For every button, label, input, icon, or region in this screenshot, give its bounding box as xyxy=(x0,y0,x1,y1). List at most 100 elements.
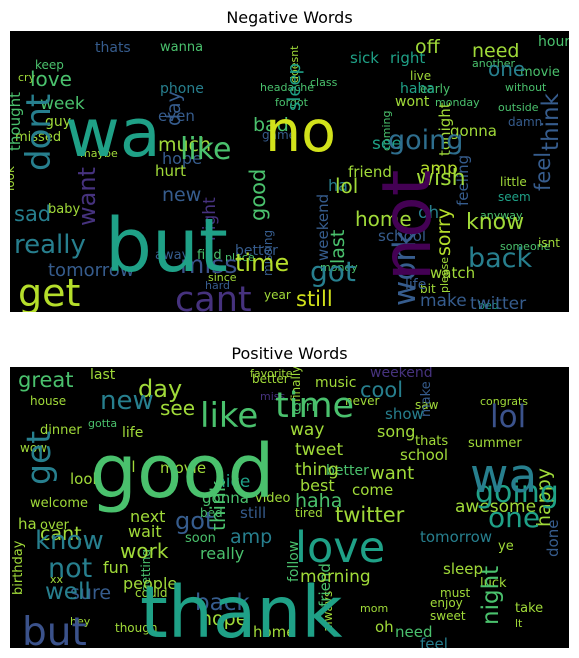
neg-word-missing: missing xyxy=(261,230,275,276)
pos-word-wa: wa xyxy=(470,449,537,504)
pos-word-got: got xyxy=(175,507,214,535)
neg-word-oh: oh xyxy=(418,203,439,223)
neg-word-hour: hour xyxy=(538,34,569,50)
pos-word-night: night xyxy=(478,566,504,625)
neg-word-still: still xyxy=(296,287,333,311)
pos-word-girl: girl xyxy=(293,399,315,415)
pos-word-great: great xyxy=(18,368,74,392)
neg-word-anyway: anyway xyxy=(480,209,523,222)
neg-word-coming: coming xyxy=(380,110,393,151)
neg-word-class: class xyxy=(310,76,338,89)
neg-word-night: night xyxy=(200,197,220,241)
pos-word-good: good xyxy=(90,429,275,515)
neg-word-week: week xyxy=(40,94,85,114)
pos-word-getting: getting xyxy=(139,549,153,592)
pos-word-life: life xyxy=(122,425,143,441)
neg-word-wont: wont xyxy=(395,94,430,110)
neg-word-sorry: sorry xyxy=(433,208,455,256)
neg-word-like: like xyxy=(180,132,231,167)
pos-word-hey: hey xyxy=(70,615,91,628)
pos-word-lol: lol xyxy=(490,399,526,435)
neg-word-miss: miss xyxy=(180,250,237,279)
pos-word-thing: thing xyxy=(295,460,339,480)
pos-word-mom: mom xyxy=(360,602,388,615)
pos-word-house: house xyxy=(30,394,66,408)
pos-word-dinner: dinner xyxy=(40,423,82,438)
neg-word-home: home xyxy=(355,207,412,231)
neg-word-but: but xyxy=(105,203,228,289)
pos-word-back: back xyxy=(195,590,250,616)
pos-word-awesome: awesome xyxy=(455,497,536,517)
pos-word-come: come xyxy=(352,481,393,499)
neg-word-gonna: gonna xyxy=(450,122,497,140)
neg-word-outside: outside xyxy=(498,101,539,114)
pos-word-one: one xyxy=(488,501,540,534)
neg-word-find: find xyxy=(197,248,222,263)
pos-word-welcome: welcome xyxy=(30,496,88,511)
neg-word-tonight: tonight xyxy=(436,102,454,156)
pos-word-not: not xyxy=(48,553,92,584)
pos-word-soon: soon xyxy=(185,531,216,546)
pos-word-still: still xyxy=(240,504,266,522)
neg-word-game: game xyxy=(262,128,296,142)
neg-word-seem: seem xyxy=(498,190,531,204)
pos-word-next: next xyxy=(130,507,165,526)
pos-word-want: want xyxy=(370,463,414,484)
pos-word-nice: nice xyxy=(215,472,250,492)
neg-word-damn: damn xyxy=(508,115,542,129)
neg-word-off: off xyxy=(415,36,441,58)
pos-word-could: could xyxy=(135,586,168,600)
neg-word-twitter: twitter xyxy=(470,294,526,312)
pos-word-better: better xyxy=(326,463,369,479)
pos-word-really: really xyxy=(200,544,244,563)
pos-word-favorite: favorite xyxy=(250,367,293,380)
neg-word-bad: bad xyxy=(253,114,289,136)
neg-word-life: life xyxy=(405,277,426,293)
pos-word-tweet: tweet xyxy=(295,440,343,460)
pos-word-haha: haha xyxy=(295,490,342,512)
pos-word-see: see xyxy=(160,396,195,420)
pos-word-tired: tired xyxy=(295,506,323,520)
pos-word-feel: feel xyxy=(420,635,448,648)
pos-word-time: time xyxy=(275,386,354,426)
neg-word-school: school xyxy=(378,227,426,245)
neg-word-headache: headache xyxy=(260,81,314,94)
pos-word-show: show xyxy=(385,405,424,423)
pos-word-make: make xyxy=(419,381,434,417)
chart-title-negative: Negative Words xyxy=(226,8,353,27)
pos-word-people: people xyxy=(123,574,177,593)
neg-word-hope: hope xyxy=(162,149,202,168)
neg-word-even: even xyxy=(158,107,195,125)
pos-word-fun: fun xyxy=(103,558,129,577)
neg-word-friend: friend xyxy=(348,163,392,181)
pos-word-last: last xyxy=(90,367,116,383)
pos-word-best: best xyxy=(300,476,335,495)
pos-word-love: love xyxy=(295,523,385,573)
pos-word-get: get xyxy=(19,431,58,485)
neg-word-good: good xyxy=(246,169,270,221)
neg-word-since: since xyxy=(208,271,237,284)
neg-word-hurt: hurt xyxy=(155,162,186,180)
neg-word-feel: feel xyxy=(531,152,555,191)
pos-word-movie: movie xyxy=(160,459,206,477)
neg-background xyxy=(10,31,569,312)
neg-word-no: no xyxy=(265,99,336,165)
neg-word-little: little xyxy=(500,175,527,189)
pos-word-know: know xyxy=(35,526,104,556)
neg-word-phone: phone xyxy=(160,81,204,97)
pos-word-oh: oh xyxy=(375,618,394,636)
pos-word-happy: happy xyxy=(533,468,555,527)
pos-word-amp: amp xyxy=(230,526,272,548)
pos-word-over: over xyxy=(40,518,70,533)
pos-word-xx: xx xyxy=(50,573,64,586)
pos-word-ha: ha xyxy=(18,515,37,533)
neg-word-someone: someone xyxy=(500,240,551,253)
neg-word-place: place xyxy=(225,251,255,264)
pos-word-ye: ye xyxy=(498,539,514,554)
pos-word-saw: saw xyxy=(415,398,439,412)
pos-word-miss: miss xyxy=(260,390,286,403)
neg-word-right: right xyxy=(390,49,425,67)
pos-word-must: must xyxy=(440,586,471,600)
neg-word-year: year xyxy=(264,288,291,302)
pos-word-enjoy: enjoy xyxy=(430,596,463,610)
